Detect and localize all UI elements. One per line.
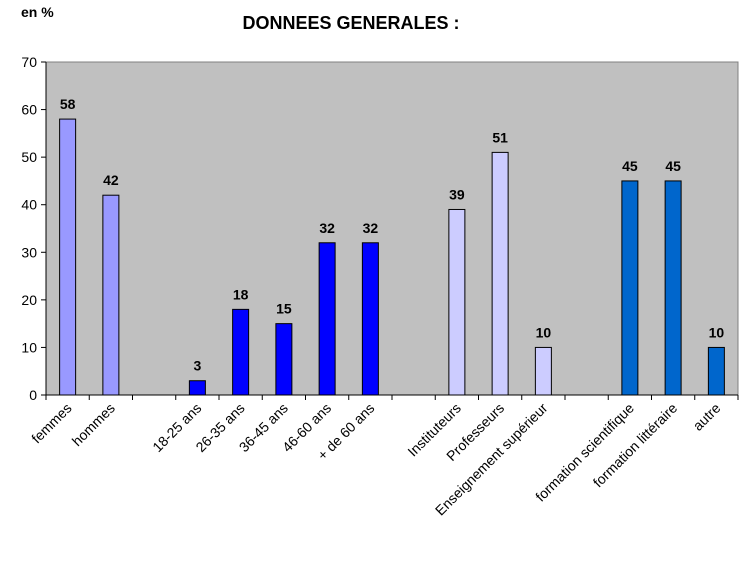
data-label: 45 bbox=[622, 158, 638, 174]
data-label: 3 bbox=[193, 358, 201, 374]
bar bbox=[621, 180, 639, 396]
x-tick-label: formation littéraire bbox=[590, 400, 681, 491]
data-label: 10 bbox=[709, 324, 725, 340]
y-tick-label: 10 bbox=[21, 339, 37, 355]
data-label: 18 bbox=[233, 286, 249, 302]
data-label: 32 bbox=[319, 220, 335, 236]
unit-label: en % bbox=[21, 4, 54, 20]
x-tick-label: hommes bbox=[69, 400, 118, 449]
data-label: 58 bbox=[60, 96, 76, 112]
y-tick-label: 60 bbox=[21, 102, 37, 118]
bar bbox=[491, 151, 509, 396]
bar bbox=[318, 242, 336, 396]
data-label: 10 bbox=[536, 324, 552, 340]
bar bbox=[275, 323, 293, 396]
bar bbox=[534, 346, 552, 396]
y-tick-label: 0 bbox=[29, 387, 37, 403]
x-tick-label: femmes bbox=[28, 400, 75, 447]
data-label: 42 bbox=[103, 172, 119, 188]
bar bbox=[448, 208, 466, 396]
x-tick-label: autre bbox=[690, 400, 724, 434]
bar bbox=[232, 308, 250, 396]
bar bbox=[707, 346, 725, 396]
data-label: 32 bbox=[363, 220, 379, 236]
data-label: 45 bbox=[665, 158, 681, 174]
bar bbox=[188, 380, 206, 396]
data-label: 15 bbox=[276, 301, 292, 317]
y-tick-label: 40 bbox=[21, 197, 37, 213]
chart-title: DONNEES GENERALES : bbox=[242, 13, 460, 33]
data-label: 39 bbox=[449, 186, 465, 202]
bar bbox=[59, 118, 77, 396]
y-tick-label: 50 bbox=[21, 149, 37, 165]
bar bbox=[361, 242, 379, 396]
bar bbox=[102, 194, 120, 396]
bar bbox=[664, 180, 682, 396]
y-tick-label: 70 bbox=[21, 54, 37, 70]
data-label: 51 bbox=[492, 129, 508, 145]
y-tick-label: 20 bbox=[21, 292, 37, 308]
y-tick-label: 30 bbox=[21, 244, 37, 260]
